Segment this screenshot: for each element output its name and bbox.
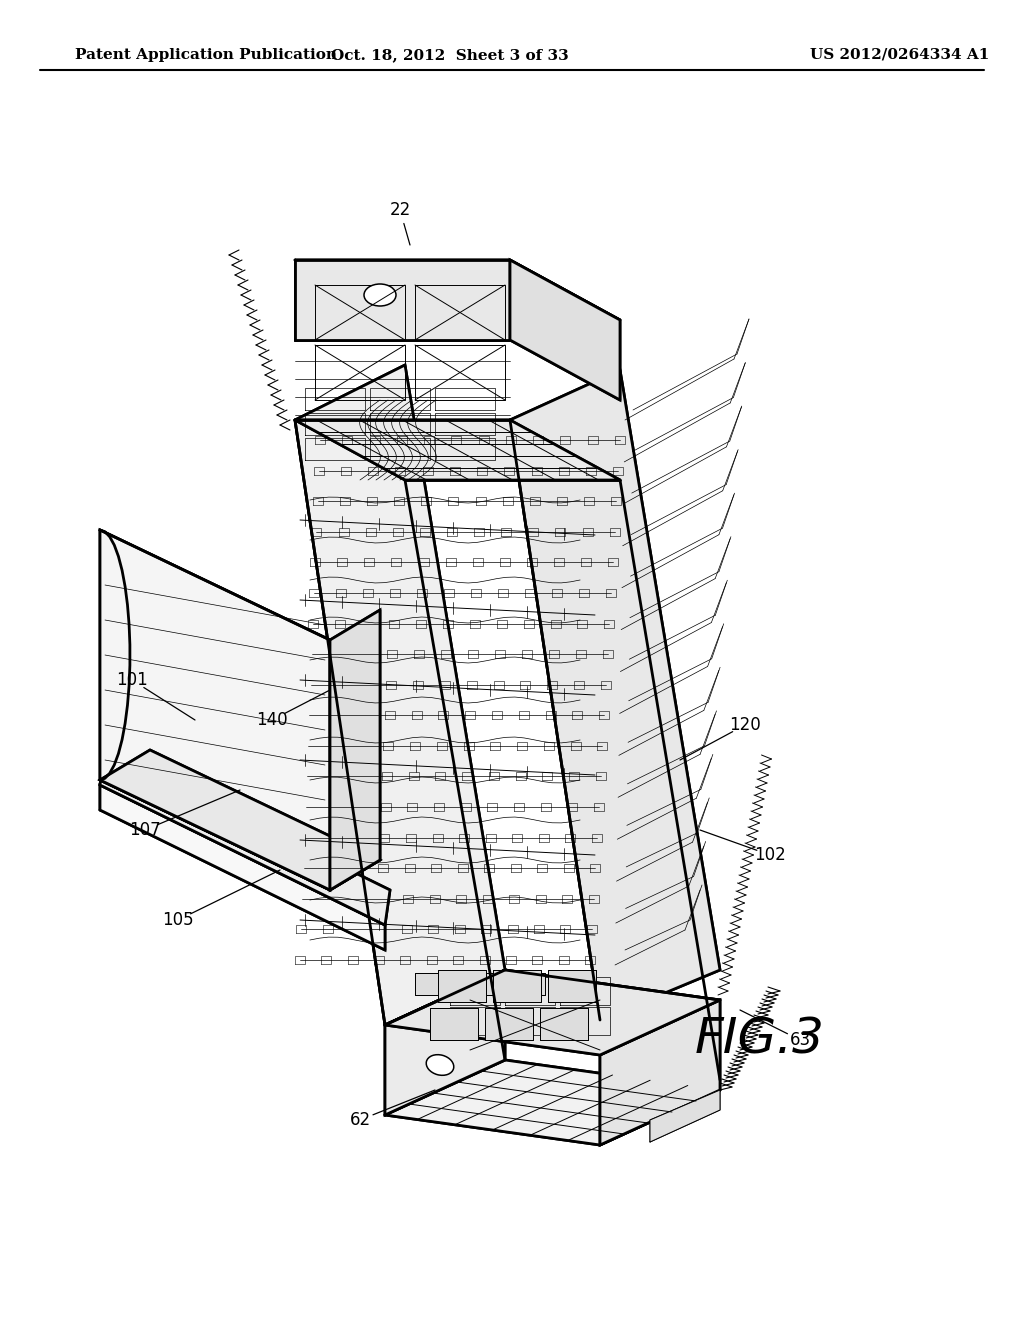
Polygon shape — [100, 750, 390, 925]
Polygon shape — [100, 750, 380, 890]
Polygon shape — [385, 1060, 720, 1144]
Ellipse shape — [426, 1055, 454, 1076]
Polygon shape — [550, 973, 590, 995]
Polygon shape — [295, 260, 620, 319]
Polygon shape — [100, 785, 385, 950]
Polygon shape — [600, 1001, 720, 1144]
Polygon shape — [385, 970, 720, 1055]
Polygon shape — [330, 610, 380, 890]
Text: 120: 120 — [729, 715, 761, 734]
Polygon shape — [650, 1090, 720, 1142]
Text: 62: 62 — [349, 1111, 371, 1129]
Polygon shape — [460, 973, 500, 995]
Polygon shape — [510, 370, 720, 1020]
Polygon shape — [493, 970, 541, 1002]
Text: 22: 22 — [389, 201, 411, 219]
Text: 63: 63 — [790, 1031, 811, 1049]
Polygon shape — [540, 1008, 588, 1040]
Polygon shape — [510, 260, 620, 400]
Polygon shape — [295, 366, 505, 1026]
Polygon shape — [505, 973, 545, 995]
Polygon shape — [385, 970, 505, 1115]
Text: 105: 105 — [162, 911, 194, 929]
Text: US 2012/0264334 A1: US 2012/0264334 A1 — [810, 48, 989, 62]
Text: 107: 107 — [129, 821, 161, 840]
Polygon shape — [100, 531, 330, 890]
Text: Oct. 18, 2012  Sheet 3 of 33: Oct. 18, 2012 Sheet 3 of 33 — [331, 48, 569, 62]
Polygon shape — [415, 973, 455, 995]
Text: 102: 102 — [754, 846, 785, 865]
Text: Patent Application Publication: Patent Application Publication — [75, 48, 337, 62]
Polygon shape — [430, 1008, 478, 1040]
Polygon shape — [295, 420, 620, 480]
Polygon shape — [485, 1008, 534, 1040]
Polygon shape — [438, 970, 486, 1002]
Text: 101: 101 — [116, 671, 147, 689]
Text: FIG.3: FIG.3 — [695, 1016, 825, 1064]
Text: 140: 140 — [256, 711, 288, 729]
Polygon shape — [295, 260, 510, 341]
Ellipse shape — [364, 284, 396, 306]
Polygon shape — [548, 970, 596, 1002]
